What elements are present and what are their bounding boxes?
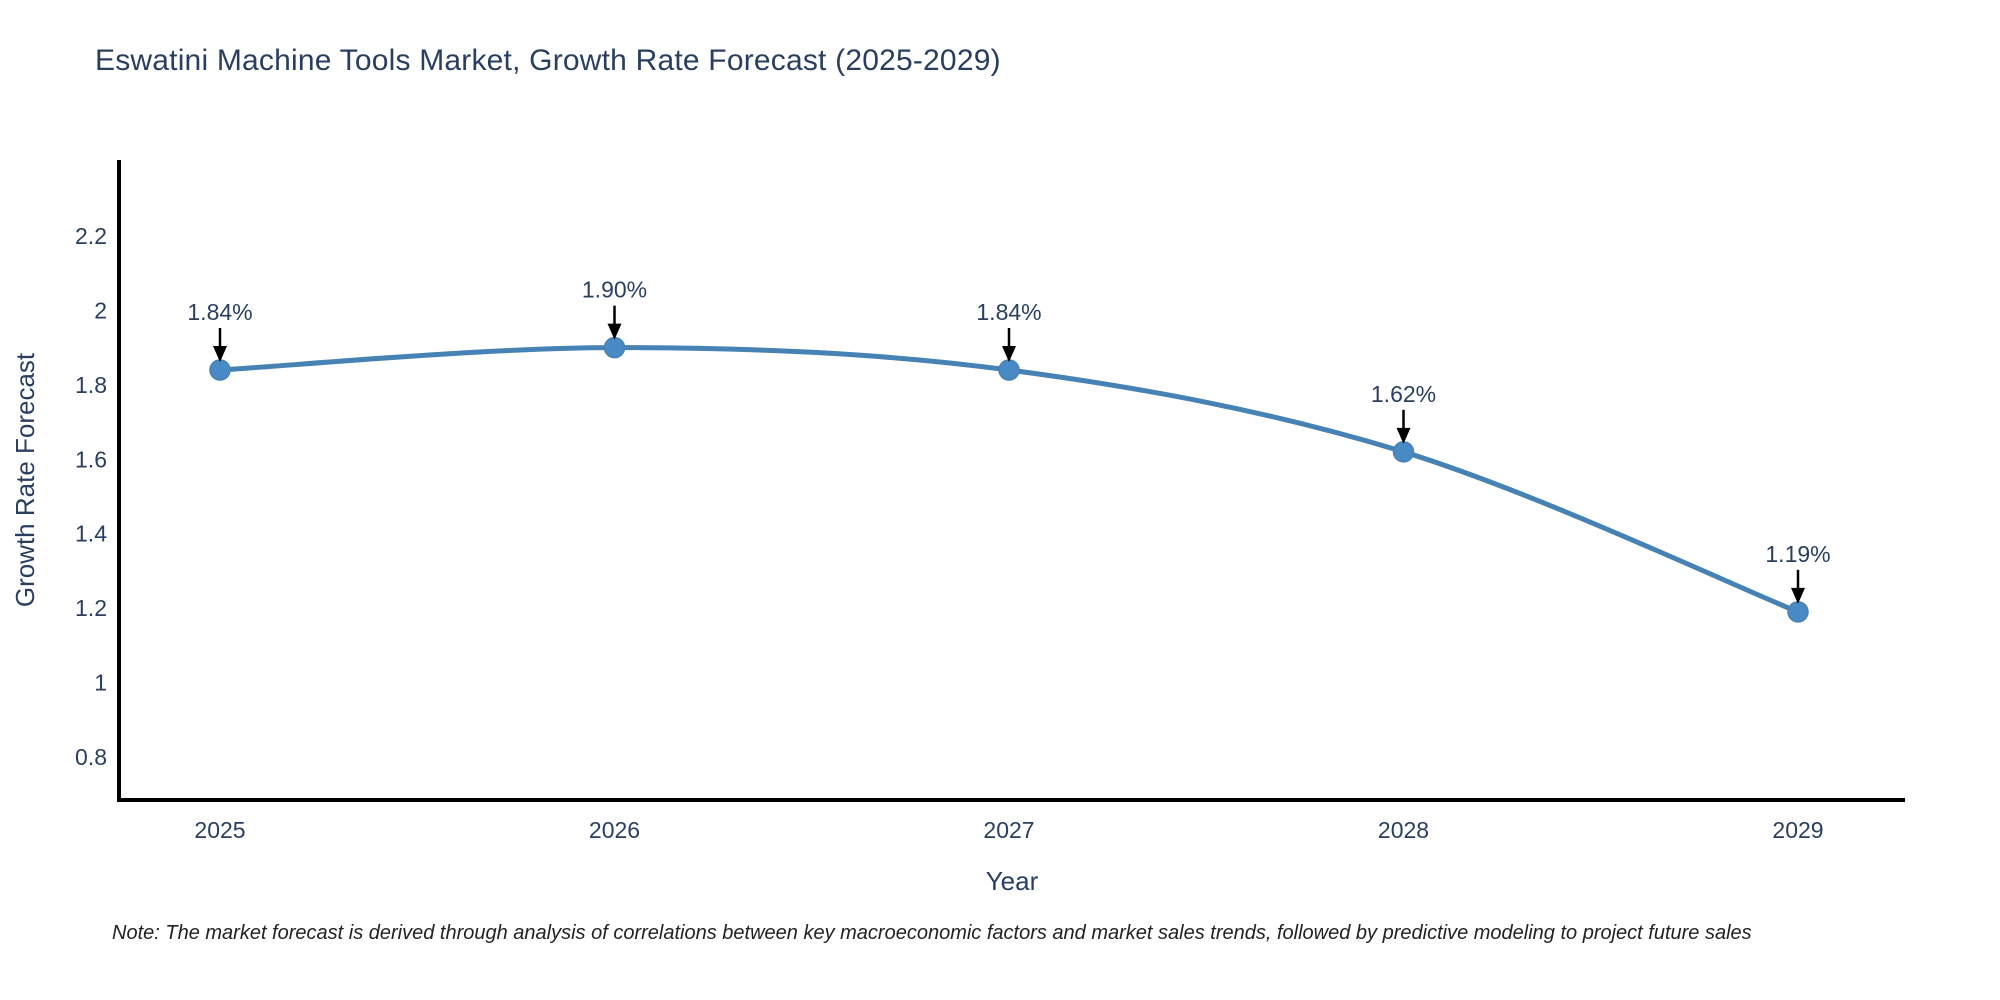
x-axis-tick-labels: 2025 2026 2027 2028 2029 bbox=[194, 817, 1823, 843]
y-axis-tick-label: 0.8 bbox=[75, 744, 107, 770]
y-axis-tick-label: 2.2 bbox=[75, 223, 107, 249]
annotation-arrowhead-icon bbox=[1002, 345, 1016, 362]
data-point-label: 1.84% bbox=[187, 299, 252, 325]
x-axis-tick-label: 2028 bbox=[1378, 817, 1429, 843]
x-axis-tick-label: 2029 bbox=[1772, 817, 1823, 843]
data-point-marker bbox=[603, 336, 626, 359]
data-point-marker bbox=[1787, 601, 1809, 623]
data-point-markers bbox=[209, 336, 1809, 623]
footnote: Note: The market forecast is derived thr… bbox=[112, 922, 1752, 944]
y-axis-tick-label: 2 bbox=[94, 297, 107, 323]
x-axis-title: Year bbox=[986, 866, 1039, 896]
series-line bbox=[217, 345, 1801, 615]
annotation-arrowhead-icon bbox=[213, 345, 227, 362]
x-axis-tick-label: 2026 bbox=[589, 817, 640, 843]
data-point-marker bbox=[209, 359, 231, 381]
chart-title: Eswatini Machine Tools Market, Growth Ra… bbox=[95, 44, 1001, 77]
data-point-annotations: 1.84% 1.90% 1.84% 1.62% 1.19% bbox=[187, 277, 1831, 604]
y-axis-tick-label: 1 bbox=[94, 670, 107, 696]
annotation-arrowhead-icon bbox=[607, 323, 622, 340]
annotation-arrowhead-icon bbox=[1791, 587, 1805, 604]
y-axis-tick-label: 1.4 bbox=[75, 521, 107, 547]
x-axis-tick-label: 2027 bbox=[983, 817, 1034, 843]
data-point-label: 1.90% bbox=[582, 277, 647, 303]
y-axis-tick-labels: 0.8 1 1.2 1.4 1.6 1.8 2 2.2 bbox=[75, 223, 107, 770]
data-point-label: 1.19% bbox=[1765, 541, 1830, 567]
y-axis-tick-label: 1.2 bbox=[75, 595, 107, 621]
annotation-arrowhead-icon bbox=[1396, 427, 1411, 444]
y-axis-tick-label: 1.8 bbox=[75, 372, 107, 398]
data-point-marker bbox=[998, 359, 1020, 381]
data-point-label: 1.84% bbox=[976, 299, 1041, 325]
x-axis-tick-label: 2025 bbox=[194, 817, 245, 843]
y-axis-tick-label: 1.6 bbox=[75, 446, 107, 472]
y-axis-title: Growth Rate Forecast bbox=[10, 352, 40, 607]
data-point-label: 1.62% bbox=[1371, 381, 1436, 407]
data-point-marker bbox=[1392, 441, 1415, 463]
